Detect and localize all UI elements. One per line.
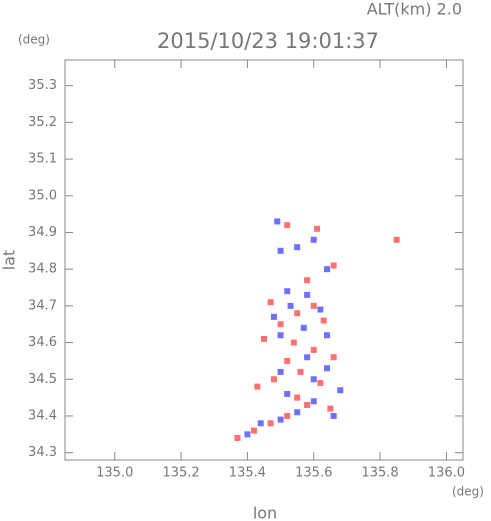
point — [330, 354, 337, 361]
y-tick-label: 34.5 — [28, 372, 57, 387]
x-tick-label: 135.0 — [96, 466, 133, 481]
plot-frame — [64, 59, 464, 461]
y-axis-label: lat — [0, 250, 19, 271]
point — [317, 379, 324, 386]
point — [274, 218, 281, 225]
point — [330, 412, 337, 419]
y-tick-label: 35.3 — [28, 78, 57, 93]
y-tick-label: 34.8 — [28, 262, 57, 277]
point — [277, 321, 284, 328]
point — [310, 346, 317, 353]
point — [287, 302, 294, 309]
point — [244, 431, 251, 438]
x-tick-label: 135.2 — [162, 466, 199, 481]
y-tick-label: 34.3 — [28, 445, 57, 460]
point — [320, 317, 327, 324]
point — [393, 236, 400, 243]
point — [294, 244, 301, 251]
y-unit: (deg) — [18, 33, 50, 47]
point — [254, 383, 261, 390]
point — [304, 277, 311, 284]
point — [304, 401, 311, 408]
point — [324, 332, 331, 339]
point — [310, 398, 317, 405]
x-tick-label: 136.0 — [428, 466, 465, 481]
point — [261, 335, 267, 342]
point — [294, 394, 301, 401]
point — [304, 291, 311, 298]
y-tick-label: 35.0 — [28, 188, 57, 203]
point — [324, 266, 331, 273]
point — [310, 376, 317, 383]
point — [284, 288, 291, 295]
chart-title: 2015/10/23 19:01:37 — [157, 29, 379, 53]
point — [277, 247, 284, 254]
point — [270, 376, 277, 383]
point — [277, 368, 284, 375]
x-tick-label: 135.4 — [229, 466, 266, 481]
point — [234, 434, 241, 441]
point — [297, 368, 304, 375]
point — [284, 222, 291, 229]
point — [324, 365, 331, 372]
x-tick-label: 135.6 — [295, 466, 332, 481]
point — [251, 427, 258, 434]
y-tick-label: 35.1 — [28, 152, 57, 167]
point — [284, 357, 291, 364]
point — [314, 225, 321, 232]
x-tick-label: 135.8 — [361, 466, 398, 481]
chart-subtitle: ALT(km) 2.0 — [367, 0, 462, 19]
point — [290, 339, 297, 346]
point — [294, 409, 301, 416]
point — [317, 306, 324, 313]
point — [294, 310, 301, 317]
point — [277, 416, 284, 423]
y-tick-label: 35.2 — [28, 115, 57, 130]
point — [300, 324, 307, 331]
point — [304, 354, 311, 361]
point — [267, 299, 274, 306]
y-tick-label: 34.7 — [28, 298, 57, 313]
y-tick-label: 34.6 — [28, 335, 57, 350]
x-axis-label: lon — [253, 504, 277, 521]
x-unit: (deg) — [452, 485, 484, 499]
point — [284, 412, 291, 419]
point — [310, 302, 317, 309]
point — [327, 405, 334, 412]
point — [267, 420, 274, 427]
point — [277, 332, 284, 339]
y-tick-label: 34.9 — [28, 225, 57, 240]
point — [257, 420, 264, 427]
point — [310, 236, 317, 243]
point — [337, 387, 344, 394]
y-tick-label: 34.4 — [28, 408, 57, 423]
point — [270, 313, 277, 320]
point — [284, 390, 291, 397]
point — [330, 262, 337, 269]
